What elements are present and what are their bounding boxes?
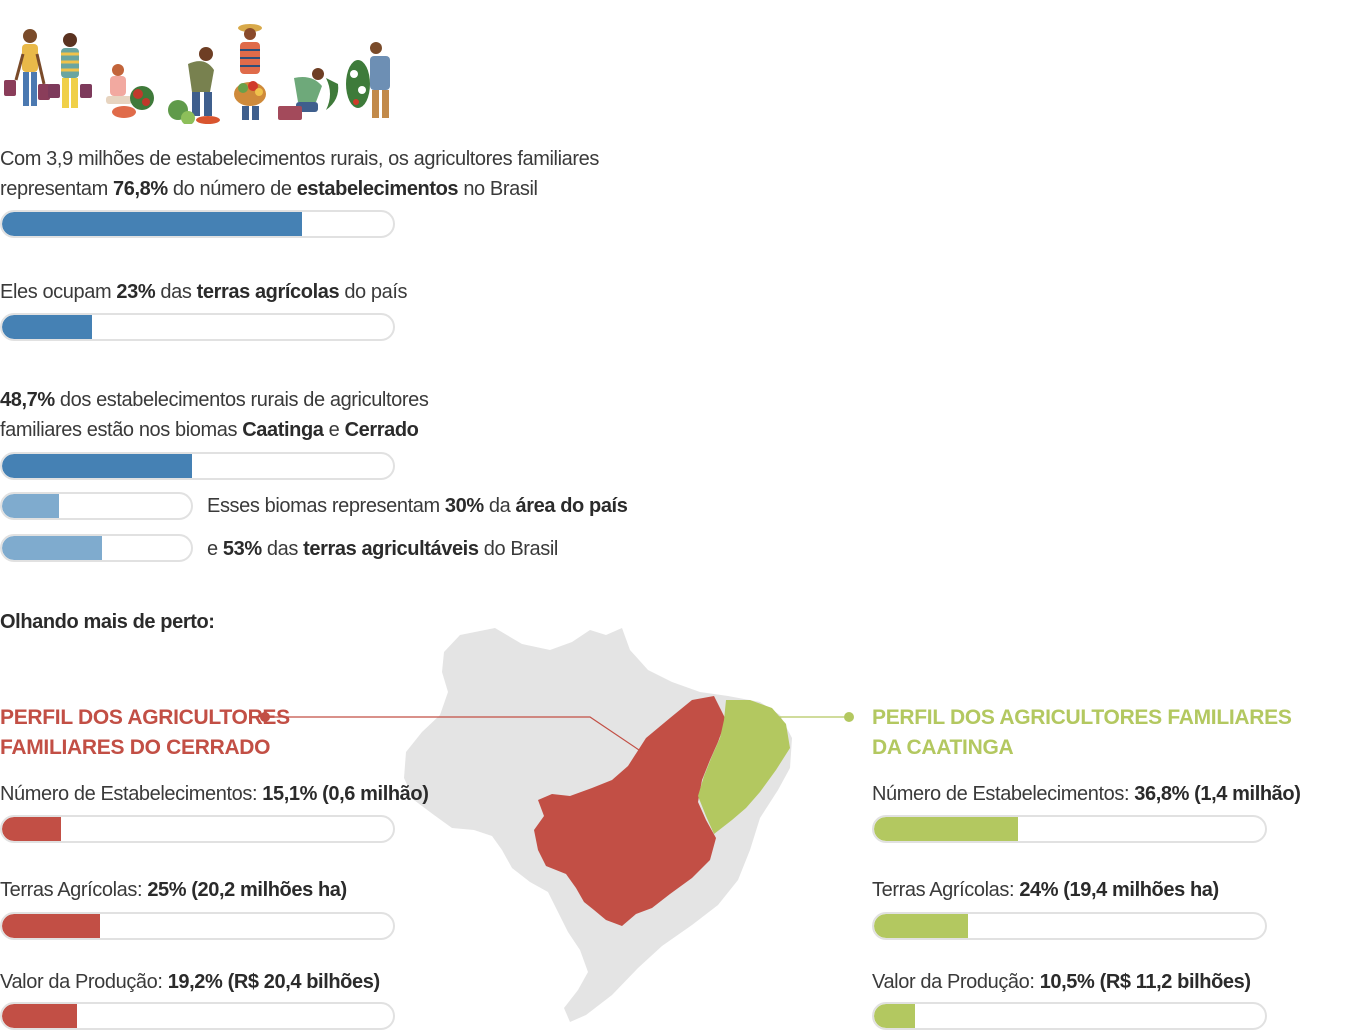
cerrado-stat-value: 25% (20,2 milhões ha) <box>147 879 347 901</box>
caatinga-stat-label: Número de Estabelecimentos: <box>872 783 1135 805</box>
farmer-carrying-buckets-icon <box>4 29 50 106</box>
stat3-bar <box>0 452 395 480</box>
stat1-line1: Com 3,9 milhões de estabelecimentos rura… <box>0 148 599 170</box>
cerrado-production-bar <box>0 1002 395 1030</box>
stat2-text-e: do país <box>339 281 408 303</box>
closer-look-heading: Olhando mais de perto: <box>0 611 215 633</box>
stat2-text: Eles ocupam 23% das terras agrícolas do … <box>0 277 408 307</box>
caatinga-establishments-bar <box>872 815 1267 843</box>
caatinga-stat-value: 10,5% (R$ 11,2 bilhões) <box>1039 971 1251 993</box>
stat1-text-c: do número de <box>167 178 297 200</box>
stat5-bar <box>0 534 193 562</box>
farmer-carrying-baskets-icon <box>48 33 92 108</box>
stat2-bar <box>0 313 395 341</box>
stat5-text: e 53% das terras agricultáveis do Brasil <box>207 534 558 564</box>
farmer-harvesting-icon <box>168 47 220 124</box>
cerrado-stat-value: 15,1% (0,6 milhão) <box>262 783 429 805</box>
caatinga-region <box>698 700 790 834</box>
farmers-illustration <box>4 24 390 124</box>
stat3-keyword-cerrado: Cerrado <box>344 419 419 441</box>
stat3-text-b: dos estabelecimentos rurais de agriculto… <box>54 389 429 411</box>
brazil-map <box>404 628 792 1022</box>
caatinga-land-bar-fill <box>874 914 968 938</box>
stat1-text-e: no Brasil <box>458 178 538 200</box>
stat2-value: 23% <box>116 281 156 303</box>
stat5-text-c: das <box>261 538 304 560</box>
stat4-bar <box>0 492 193 520</box>
stat2-text-a: Eles ocupam <box>0 281 117 303</box>
caatinga-stat-value: 36,8% (1,4 milhão) <box>1134 783 1301 805</box>
stat2-bar-fill <box>2 315 92 339</box>
stat1-keyword: estabelecimentos <box>296 178 459 200</box>
stat5-keyword: terras agricultáveis <box>303 538 479 560</box>
stat3-line2: familiares estão nos biomas Caatinga e C… <box>0 415 428 445</box>
stat3-line1: 48,7% dos estabelecimentos rurais de agr… <box>0 385 429 415</box>
cerrado-land-bar-fill <box>2 914 100 938</box>
stat2-keyword: terras agrícolas <box>196 281 340 303</box>
stat5-bar-fill <box>2 536 103 560</box>
caatinga-title-line2: DA CAATINGA <box>872 736 1014 759</box>
cerrado-land-bar <box>0 912 395 940</box>
stat1-value: 76,8% <box>113 178 168 200</box>
farmer-holding-plants-icon <box>346 42 390 118</box>
stat3-bar-fill <box>2 454 193 478</box>
caatinga-title: PERFIL DOS AGRICULTORES FAMILIARES DA CA… <box>872 703 1292 763</box>
cerrado-title: PERFIL DOS AGRICULTORES FAMILIARES DO CE… <box>0 703 290 763</box>
stat5-text-a: e <box>207 538 223 560</box>
caatinga-establishments-bar-fill <box>874 817 1018 841</box>
farmer-with-basket-icon <box>234 24 266 120</box>
stat3-text: 48,7% dos estabelecimentos rurais de agr… <box>0 385 429 445</box>
caatinga-title-line1: PERFIL DOS AGRICULTORES FAMILIARES <box>872 706 1292 729</box>
cerrado-production-bar-fill <box>2 1004 78 1028</box>
stat3-keyword-caatinga: Caatinga <box>242 419 324 441</box>
farmer-crouching-icon <box>278 68 339 120</box>
cerrado-stat-label: Número de Estabelecimentos: <box>0 783 263 805</box>
cerrado-stat-value: 19,2% (R$ 20,4 bilhões) <box>167 971 380 993</box>
stat4-text-a: Esses biomas representam <box>207 495 445 517</box>
stat3-value: 48,7% <box>0 389 55 411</box>
cerrado-stat-label: Valor da Produção: <box>0 971 168 993</box>
stat5-text-e: do Brasil <box>478 538 559 560</box>
cerrado-region <box>534 696 726 926</box>
cerrado-establishments-bar <box>0 815 395 843</box>
cerrado-stat-land: Terras Agrícolas: 25% (20,2 milhões ha) <box>0 876 347 904</box>
stat1-bar <box>0 210 395 238</box>
cerrado-stat-label: Terras Agrícolas: <box>0 879 148 901</box>
stat5-value: 53% <box>222 538 262 560</box>
cerrado-title-line1: PERFIL DOS AGRICULTORES <box>0 706 290 729</box>
stat4-text: Esses biomas representam 30% da área do … <box>207 491 628 521</box>
caatinga-production-bar <box>872 1002 1267 1030</box>
stat1-line2: representam 76,8% do número de estabelec… <box>0 174 599 204</box>
stat2-text-c: das <box>155 281 197 303</box>
caatinga-land-bar <box>872 912 1267 940</box>
caatinga-production-bar-fill <box>874 1004 916 1028</box>
cerrado-stat-establishments: Número de Estabelecimentos: 15,1% (0,6 m… <box>0 780 429 808</box>
stat4-text-c: da <box>483 495 516 517</box>
caatinga-stat-label: Valor da Produção: <box>872 971 1040 993</box>
farmer-kneeling-icon <box>106 64 154 118</box>
stat1-text: Com 3,9 milhões de estabelecimentos rura… <box>0 144 599 204</box>
caatinga-stat-establishments: Número de Estabelecimentos: 36,8% (1,4 m… <box>872 780 1301 808</box>
stat1-text-a: representam <box>0 178 114 200</box>
caatinga-stat-value: 24% (19,4 milhões ha) <box>1019 879 1219 901</box>
cerrado-stat-production: Valor da Produção: 19,2% (R$ 20,4 bilhõe… <box>0 968 380 996</box>
caatinga-stat-production: Valor da Produção: 10,5% (R$ 11,2 bilhõe… <box>872 968 1251 996</box>
cerrado-establishments-bar-fill <box>2 817 62 841</box>
cerrado-title-line2: FAMILIARES DO CERRADO <box>0 736 271 759</box>
stat3-text-l2c: e <box>323 419 345 441</box>
stat4-keyword: área do país <box>515 495 628 517</box>
stat4-value: 30% <box>444 495 484 517</box>
cerrado-connector-line <box>265 716 643 753</box>
stat3-text-l2a: familiares estão nos biomas <box>0 419 243 441</box>
caatinga-stat-land: Terras Agrícolas: 24% (19,4 milhões ha) <box>872 876 1219 904</box>
caatinga-stat-label: Terras Agrícolas: <box>872 879 1020 901</box>
stat1-bar-fill <box>2 212 303 236</box>
stat4-bar-fill <box>2 494 59 518</box>
